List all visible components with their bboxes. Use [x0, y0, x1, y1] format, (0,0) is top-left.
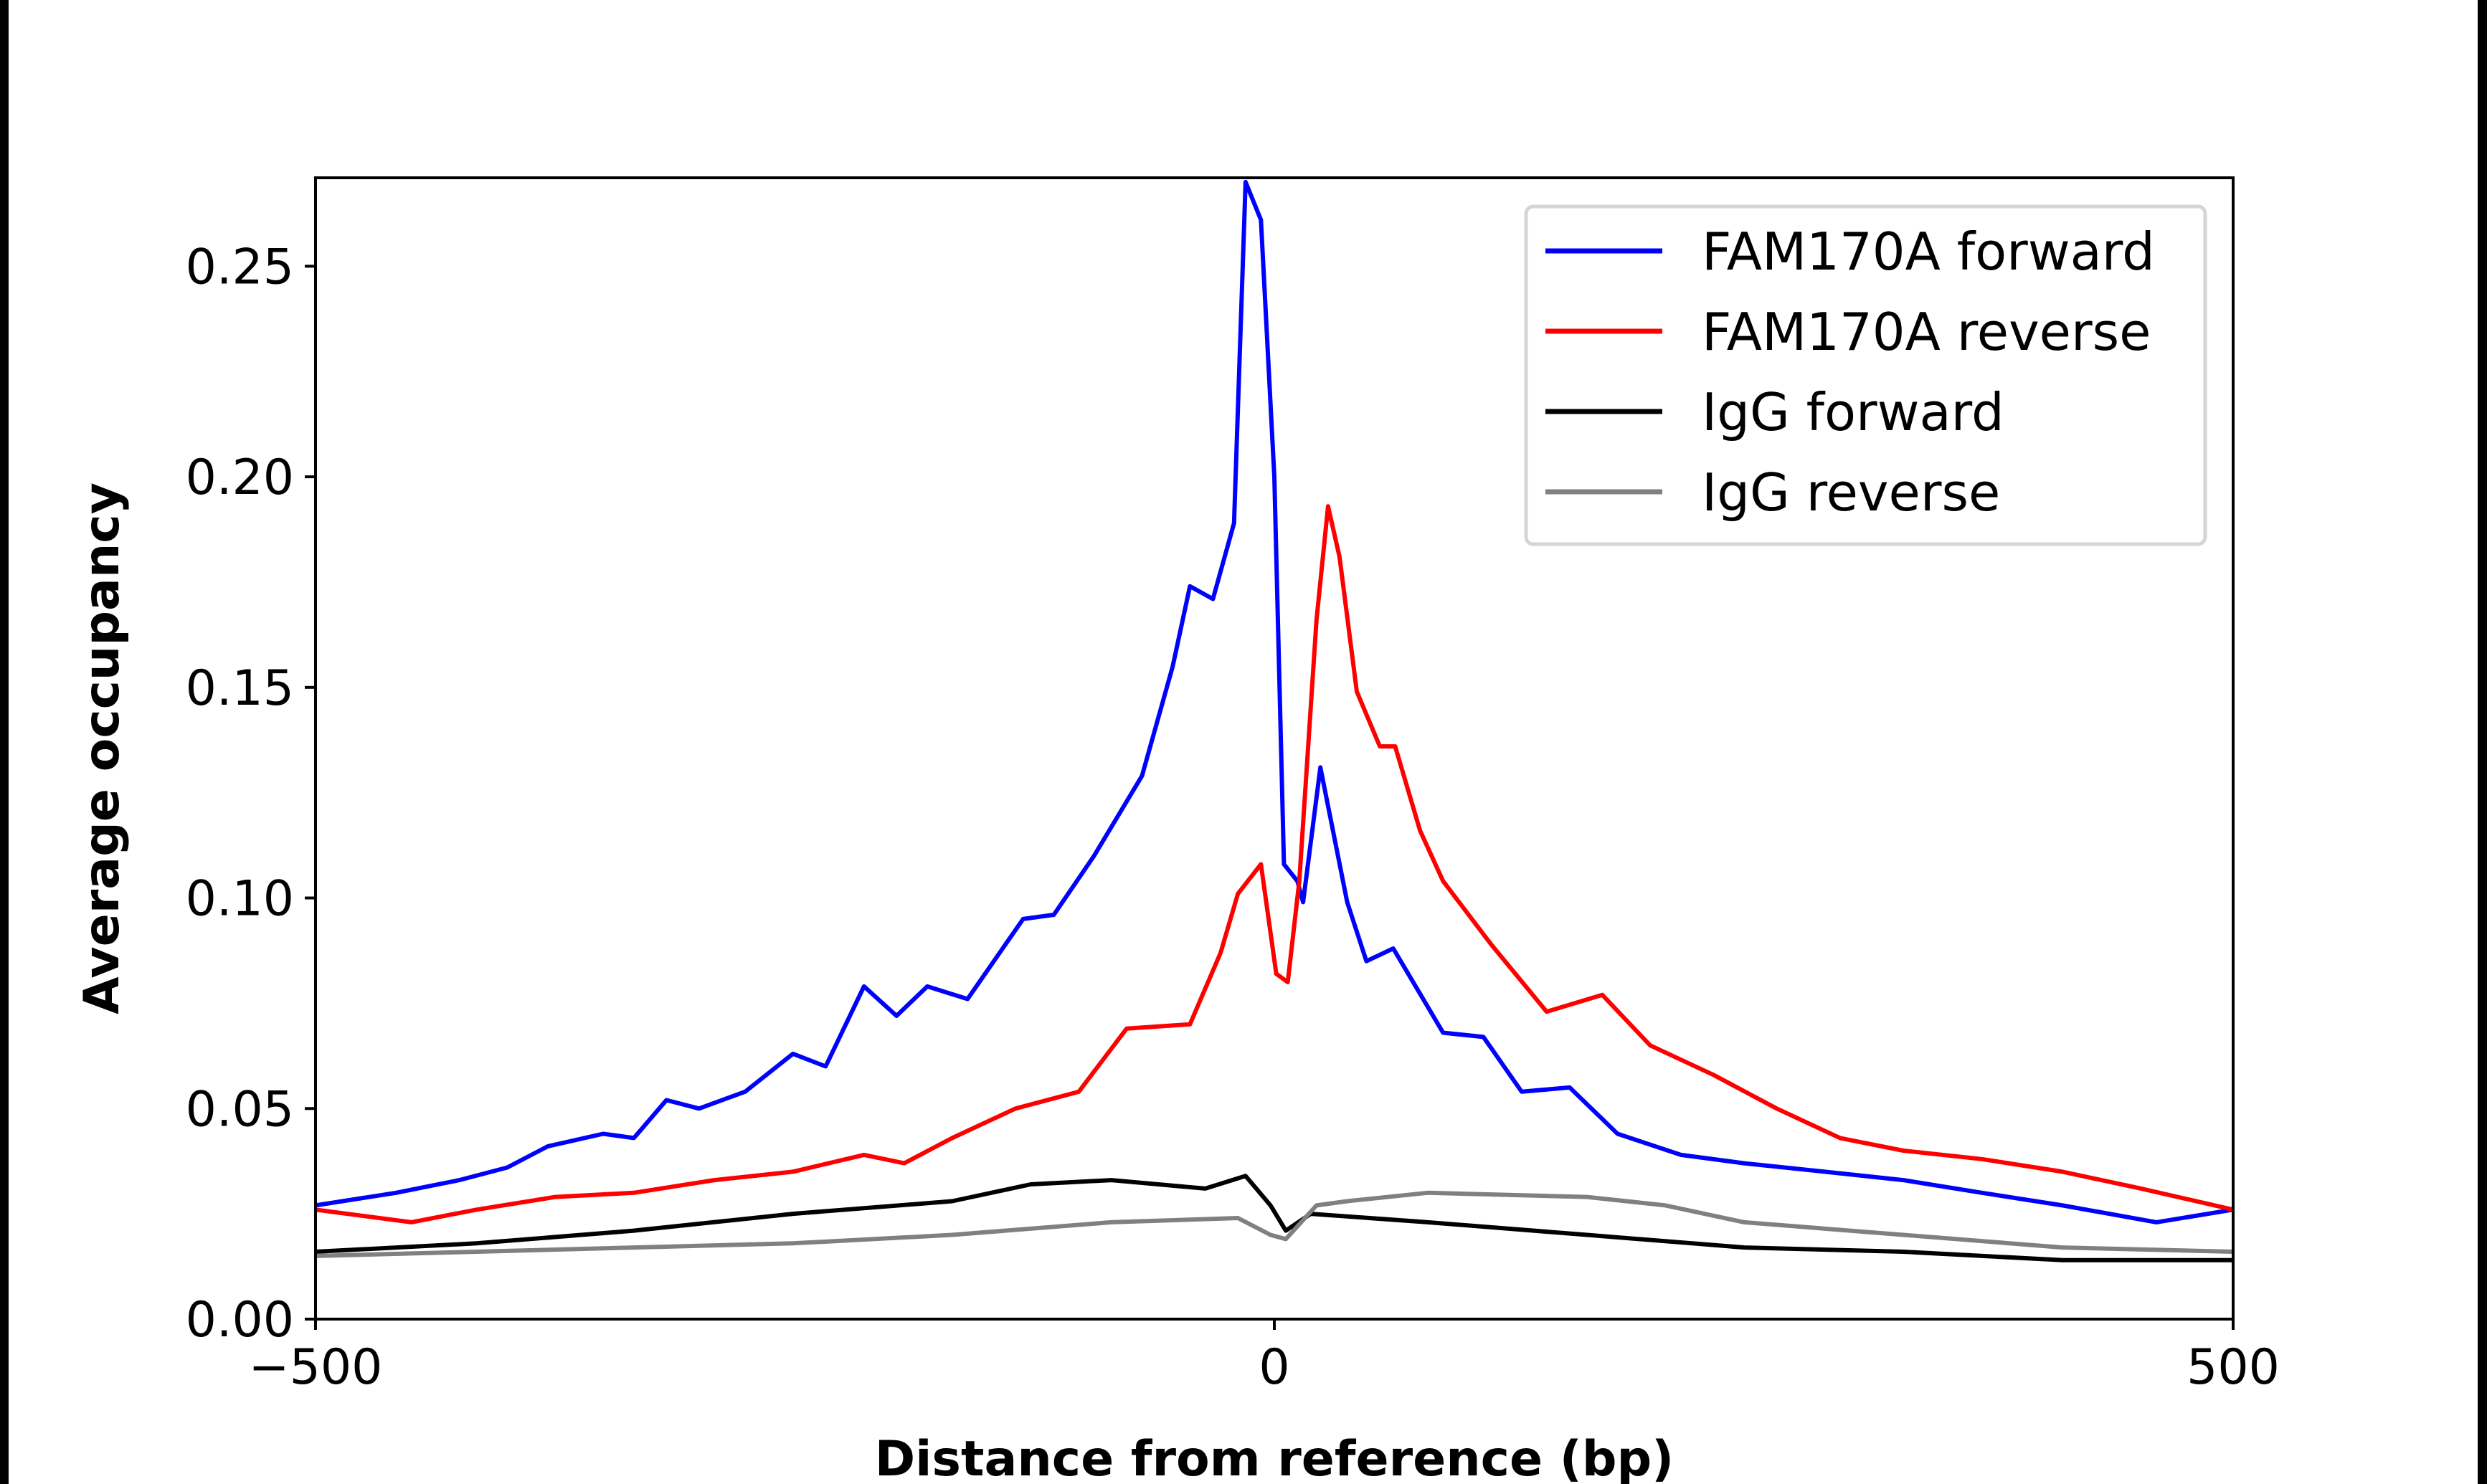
- legend-label: IgG forward: [1702, 382, 2004, 442]
- left-border: [0, 0, 9, 1484]
- y-tick-label: 0.20: [186, 450, 294, 506]
- y-tick-label: 0.15: [186, 660, 294, 717]
- legend-box: [1524, 204, 2207, 546]
- y-tick-label: 0.05: [186, 1081, 294, 1138]
- x-tick-label: −500: [249, 1339, 383, 1396]
- y-tick-label: 0.10: [186, 871, 294, 928]
- legend: FAM170A forward FAM170A reverse IgG forwar…: [1524, 204, 2207, 546]
- y-tick-label: 0.25: [186, 239, 294, 295]
- x-axis-label: Distance from reference (bp): [875, 1431, 1674, 1484]
- legend-label: IgG reverse: [1702, 462, 2000, 523]
- x-tick-label: 500: [2187, 1339, 2280, 1396]
- legend-label: FAM170A reverse: [1702, 302, 2151, 362]
- right-border: [2478, 0, 2487, 1484]
- series-layer: [315, 179, 2234, 1262]
- series-line-fam170a-reverse: [315, 504, 2234, 1224]
- legend-label: FAM170A forward: [1702, 222, 2155, 282]
- series-line-igg-reverse: [315, 1190, 2234, 1258]
- series-line-fam170a-forward: [315, 179, 2234, 1224]
- y-tick-label: 0.00: [186, 1292, 294, 1349]
- series-line-igg-forward: [315, 1174, 2233, 1262]
- x-tick-label: 0: [1259, 1339, 1289, 1396]
- y-axis-label: Average occupancy: [74, 482, 131, 1014]
- ticks-layer: −500 0 500 0.00 0.05 0.10 0.15 0.20 0.25: [186, 239, 2280, 1396]
